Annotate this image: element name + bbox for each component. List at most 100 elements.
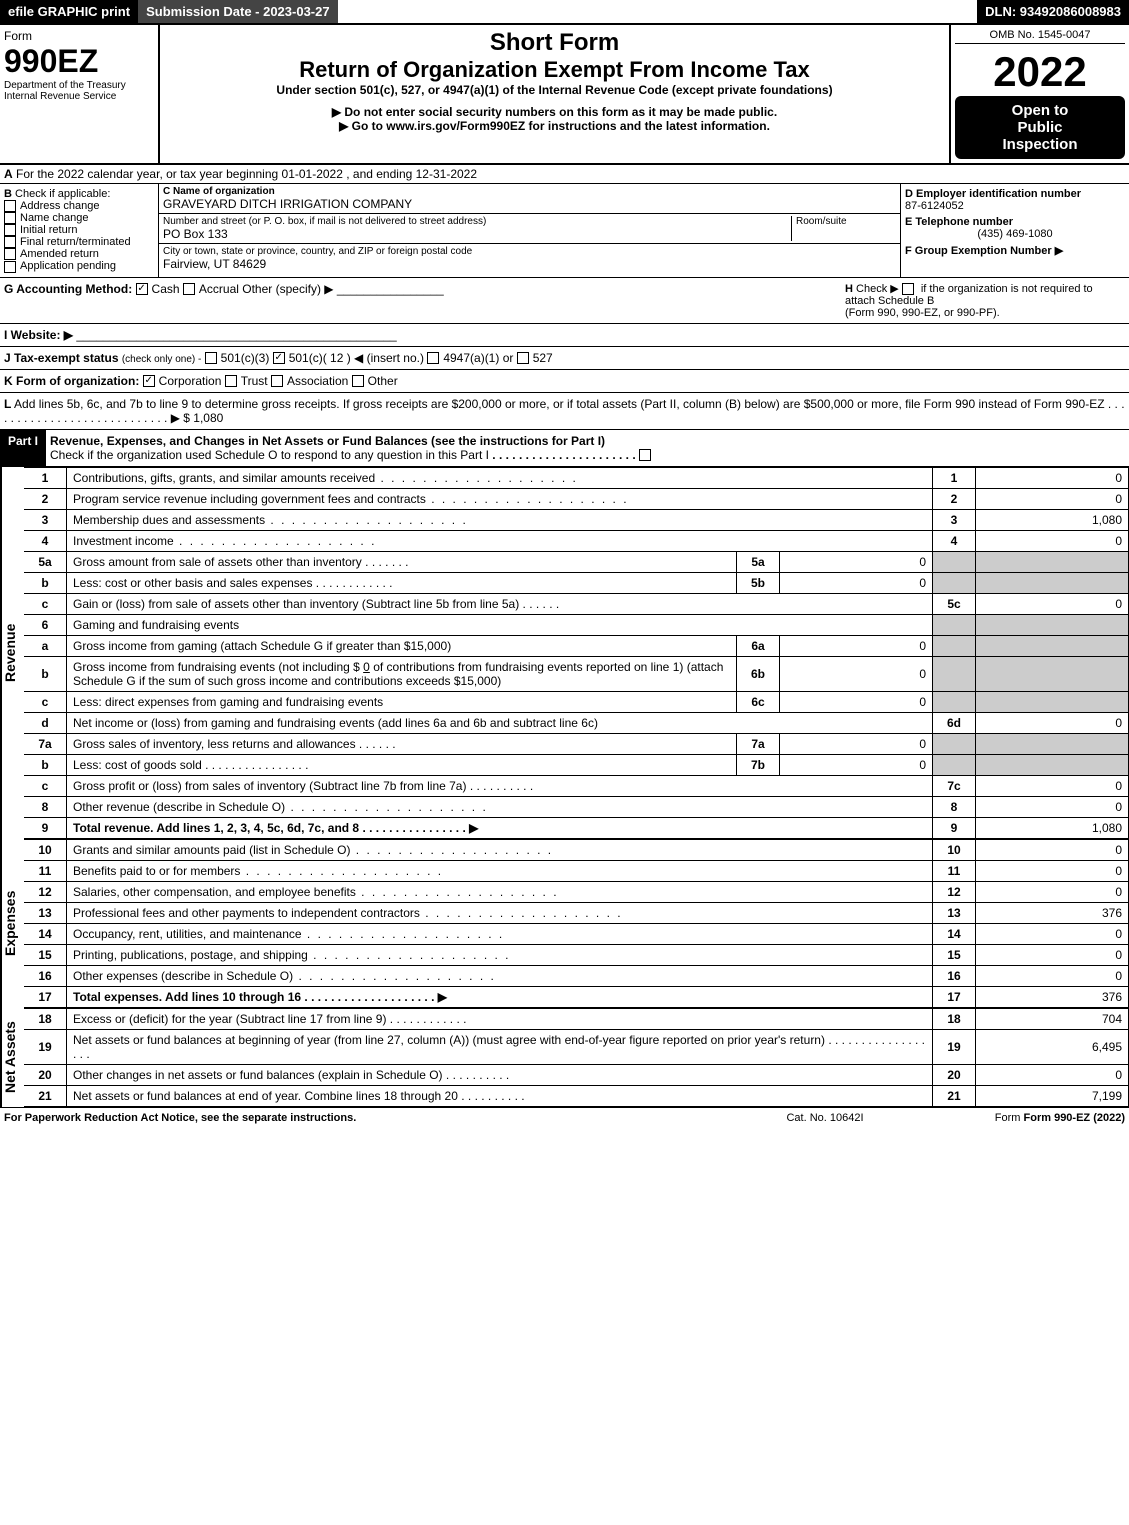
warning-ssn: ▶ Do not enter social security numbers o… — [164, 105, 945, 119]
l6a-num: a — [24, 635, 67, 656]
l9-num: 9 — [24, 817, 67, 838]
l9-box: 9 — [933, 817, 976, 838]
section-def: D Employer identification number 87-6124… — [901, 184, 1129, 277]
checkbox-sched-b[interactable] — [902, 283, 914, 295]
checkbox-501c3[interactable] — [205, 352, 217, 364]
checkbox-trust[interactable] — [225, 375, 237, 387]
l16-desc: Other expenses (describe in Schedule O) — [73, 969, 293, 983]
line-6b: bGross income from fundraising events (n… — [24, 656, 1129, 691]
checkbox-name-change[interactable] — [4, 212, 16, 224]
l12-num: 12 — [24, 881, 67, 902]
l13-dots — [420, 906, 623, 920]
cb-label-2: Initial return — [20, 224, 77, 236]
section-b: B Check if applicable: Address change Na… — [0, 184, 159, 277]
l15-val: 0 — [976, 944, 1129, 965]
l11-box: 11 — [933, 860, 976, 881]
j-opt2: 501(c)( 12 ) ◀ (insert no.) — [289, 351, 424, 365]
header-center: Short Form Return of Organization Exempt… — [160, 25, 951, 163]
part1-label: Part I — [0, 430, 46, 466]
warning-link[interactable]: ▶ Go to www.irs.gov/Form990EZ for instru… — [164, 119, 945, 133]
l12-val: 0 — [976, 881, 1129, 902]
l5a-num: 5a — [24, 551, 67, 572]
l10-val: 0 — [976, 839, 1129, 860]
checkbox-amended-return[interactable] — [4, 248, 16, 260]
checkbox-association[interactable] — [271, 375, 283, 387]
l5a-ival: 0 — [780, 551, 933, 572]
l7a-desc: Gross sales of inventory, less returns a… — [73, 737, 356, 751]
l11-num: 11 — [24, 860, 67, 881]
l3-box: 3 — [933, 509, 976, 530]
l6c-ival: 0 — [780, 691, 933, 712]
ein-label: D Employer identification number — [905, 188, 1125, 200]
checkbox-cash[interactable] — [136, 283, 148, 295]
l20-box: 20 — [933, 1064, 976, 1085]
open-line2: Public — [961, 119, 1119, 136]
l7c-val: 0 — [976, 775, 1129, 796]
l8-dots — [285, 800, 488, 814]
section-b-intro: Check if applicable: — [15, 188, 110, 200]
l5a-grey2 — [976, 551, 1129, 572]
checkbox-accrual[interactable] — [183, 283, 195, 295]
l4-desc: Investment income — [73, 534, 174, 548]
l15-box: 15 — [933, 944, 976, 965]
l6b-desc1: Gross income from fundraising events (no… — [73, 660, 360, 674]
checkbox-part1-scho[interactable] — [639, 449, 651, 461]
checkbox-527[interactable] — [517, 352, 529, 364]
l1-val: 0 — [976, 467, 1129, 488]
l6-grey2 — [976, 614, 1129, 635]
line-17: 17Total expenses. Add lines 10 through 1… — [24, 986, 1129, 1007]
checkbox-initial-return[interactable] — [4, 224, 16, 236]
checkbox-application-pending[interactable] — [4, 261, 16, 273]
checkbox-501c[interactable] — [273, 352, 285, 364]
l6a-desc: Gross income from gaming (attach Schedul… — [67, 635, 737, 656]
l8-desc: Other revenue (describe in Schedule O) — [73, 800, 285, 814]
l20-val: 0 — [976, 1064, 1129, 1085]
k-label: K Form of organization: — [4, 374, 139, 388]
l21-desc: Net assets or fund balances at end of ye… — [73, 1089, 458, 1103]
l5a-ibox: 5a — [737, 551, 780, 572]
line-21: 21 Net assets or fund balances at end of … — [24, 1085, 1129, 1106]
checkbox-final-return[interactable] — [4, 236, 16, 248]
line-15: 15Printing, publications, postage, and s… — [24, 944, 1129, 965]
cb-label-4: Amended return — [20, 248, 99, 260]
l4-box: 4 — [933, 530, 976, 551]
l6c-num: c — [24, 691, 67, 712]
j-opt3: 4947(a)(1) or — [443, 351, 513, 365]
l6a-grey1 — [933, 635, 976, 656]
cb-label-0: Address change — [20, 200, 100, 212]
l14-dots — [302, 927, 505, 941]
part1-title-text: Revenue, Expenses, and Changes in Net As… — [50, 434, 605, 448]
l6c-grey1 — [933, 691, 976, 712]
l21-box: 21 — [933, 1085, 976, 1106]
l3-dots — [265, 513, 468, 527]
l7b-grey1 — [933, 754, 976, 775]
l16-dots — [293, 969, 496, 983]
checkbox-4947[interactable] — [427, 352, 439, 364]
title-sub: Under section 501(c), 527, or 4947(a)(1)… — [164, 83, 945, 97]
checkbox-other-org[interactable] — [352, 375, 364, 387]
l12-dots — [356, 885, 559, 899]
l19-box: 19 — [933, 1029, 976, 1064]
l7a-ibox: 7a — [737, 733, 780, 754]
l6c-ibox: 6c — [737, 691, 780, 712]
cb-label-5: Application pending — [20, 260, 116, 272]
j-label: J Tax-exempt status — [4, 351, 119, 365]
l6-num: 6 — [24, 614, 67, 635]
checkbox-corporation[interactable] — [143, 375, 155, 387]
l7c-box: 7c — [933, 775, 976, 796]
form-header: Form 990EZ Department of the Treasury In… — [0, 25, 1129, 165]
tax-year: 2022 — [955, 48, 1125, 96]
section-i: I Website: ▶ ___________________________… — [0, 324, 1129, 347]
line-6d: dNet income or (loss) from gaming and fu… — [24, 712, 1129, 733]
top-bar: efile GRAPHIC print Submission Date - 20… — [0, 0, 1129, 25]
l18-num: 18 — [24, 1008, 67, 1029]
city-value: Fairview, UT 84629 — [163, 257, 896, 271]
l16-val: 0 — [976, 965, 1129, 986]
street-value: PO Box 133 — [163, 227, 791, 241]
checkbox-address-change[interactable] — [4, 200, 16, 212]
l7b-num: b — [24, 754, 67, 775]
section-k: K Form of organization: Corporation Trus… — [0, 370, 1129, 393]
phone-value: (435) 469-1080 — [905, 228, 1125, 240]
h-text1: Check ▶ — [856, 283, 899, 295]
l17-num: 17 — [24, 986, 67, 1007]
